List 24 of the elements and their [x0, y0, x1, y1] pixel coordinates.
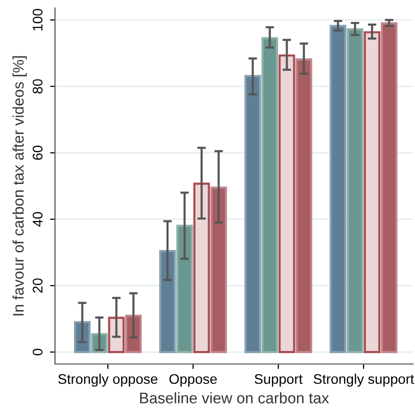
bar: [176, 224, 193, 354]
bar: [262, 37, 278, 354]
bar: [244, 75, 262, 354]
y-tick-label: 60: [32, 146, 43, 160]
x-tick-label: Strongly support: [314, 374, 414, 387]
x-tick-label: Support: [254, 374, 303, 387]
bar: [330, 24, 346, 354]
y-tick-label: 100: [32, 8, 43, 30]
bar: [159, 250, 176, 354]
bar: [346, 28, 364, 354]
y-tick-label: 0: [32, 348, 43, 356]
y-tick-label: 20: [32, 278, 43, 293]
x-axis-title: Baseline view on carbon tax: [140, 392, 329, 404]
y-tick-label: 80: [32, 79, 43, 94]
y-axis-title: In favour of carbon tax after videos [%]: [12, 56, 27, 316]
bar: [380, 22, 398, 354]
bar: [296, 58, 312, 354]
y-tick-label: 40: [32, 212, 43, 227]
x-tick-label: Strongly oppose: [58, 374, 158, 387]
bar: [278, 54, 296, 354]
bar: [210, 186, 227, 354]
x-tick-label: Oppose: [169, 374, 217, 387]
bar: [364, 31, 380, 354]
bar: [193, 182, 210, 354]
